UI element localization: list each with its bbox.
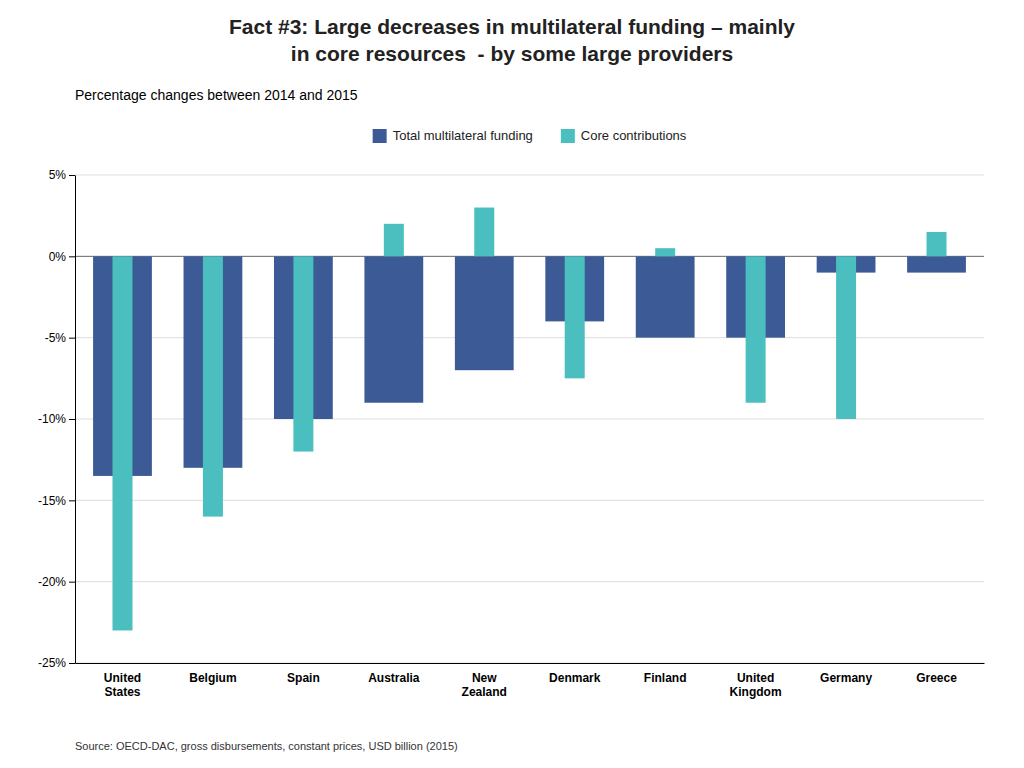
y-tick-label: 0% xyxy=(49,250,67,264)
x-tick-label: Australia xyxy=(368,671,420,685)
x-tick-label: Denmark xyxy=(549,671,601,685)
x-tick-label-line: Germany xyxy=(820,671,872,685)
x-tick: Denmark xyxy=(549,663,601,685)
series xyxy=(93,256,966,476)
y-tick-mark xyxy=(69,338,75,339)
bar xyxy=(655,248,675,256)
x-tick: UnitedStates xyxy=(104,663,141,699)
y-tick-mark xyxy=(69,663,75,664)
y-tick-mark xyxy=(69,500,75,501)
grid-line xyxy=(75,175,984,176)
legend: Total multilateral funding Core contribut… xyxy=(373,128,687,143)
bar xyxy=(384,224,404,257)
bar xyxy=(636,256,695,337)
x-tick: Belgium xyxy=(189,663,236,685)
x-tick-label: Spain xyxy=(287,671,320,685)
x-tick: Germany xyxy=(820,663,872,685)
x-tick-label-line: Spain xyxy=(287,671,320,685)
y-tick: -10% xyxy=(38,412,75,426)
x-tick: UnitedKingdom xyxy=(730,663,782,699)
y-tick: -20% xyxy=(38,575,75,589)
y-tick-label: 5% xyxy=(49,168,67,182)
y-tick-label: -20% xyxy=(38,575,66,589)
legend-swatch xyxy=(373,129,387,143)
y-tick-mark xyxy=(69,582,75,583)
bar xyxy=(203,256,223,516)
bar xyxy=(836,256,856,419)
grid xyxy=(75,175,984,663)
legend-label: Core contributions xyxy=(581,128,687,143)
x-tick-label-line: States xyxy=(104,685,140,699)
bar xyxy=(565,256,585,378)
x-tick-label-line: United xyxy=(737,671,774,685)
bar xyxy=(364,256,423,402)
x-tick-label-line: Kingdom xyxy=(730,685,782,699)
y-axis-line xyxy=(75,176,76,664)
y-tick-mark xyxy=(69,256,75,257)
x-tick-label-line: Zealand xyxy=(462,685,507,699)
grid-line xyxy=(75,663,984,664)
bars xyxy=(93,208,966,631)
plot: -25%-20%-15%-10%-5%0%5%UnitedStatesBelgi… xyxy=(38,168,985,699)
legend-item: Total multilateral funding xyxy=(373,128,533,143)
bar xyxy=(474,208,494,257)
legend-swatch xyxy=(561,129,575,143)
y-tick-label: -15% xyxy=(38,494,66,508)
title-line: Fact #3: Large decreases in multilateral… xyxy=(229,15,795,38)
chart: Fact #3: Large decreases in multilateral… xyxy=(0,0,1024,768)
y-tick-label: -25% xyxy=(38,656,66,670)
y-tick: -5% xyxy=(45,331,75,345)
bar xyxy=(293,256,313,451)
subtitle: Percentage changes between 2014 and 2015 xyxy=(75,87,358,103)
y-tick: -25% xyxy=(38,656,75,670)
title: Fact #3: Large decreases in multilateral… xyxy=(229,15,795,65)
y-axis: -25% -20% -15% -10% -5% 0% 5% xyxy=(38,168,76,670)
x-tick-label: UnitedKingdom xyxy=(730,671,782,699)
y-tick-mark xyxy=(69,419,75,420)
bar xyxy=(746,256,766,402)
x-tick: NewZealand xyxy=(462,663,507,699)
x-tick-label: Finland xyxy=(644,671,687,685)
x-axis: UnitedStatesBelgiumSpainAustraliaNewZeal… xyxy=(76,663,985,699)
x-tick-label: Belgium xyxy=(189,671,236,685)
legend-label: Total multilateral funding xyxy=(393,128,533,143)
x-tick-label-line: New xyxy=(472,671,497,685)
bar xyxy=(455,256,514,370)
x-tick-label: UnitedStates xyxy=(104,671,141,699)
y-tick-label: -5% xyxy=(45,331,67,345)
x-tick-label: NewZealand xyxy=(462,671,507,699)
x-tick-label: Greece xyxy=(916,671,957,685)
x-tick-label-line: Belgium xyxy=(189,671,236,685)
source: Source: OECD-DAC, gross disbursements, c… xyxy=(75,740,458,752)
x-tick: Spain xyxy=(287,663,320,685)
x-axis-line xyxy=(76,663,985,664)
x-tick: Finland xyxy=(644,663,687,685)
x-tick-label-line: Australia xyxy=(368,671,420,685)
y-tick-mark xyxy=(69,175,75,176)
bar xyxy=(907,256,966,272)
bar xyxy=(112,256,132,630)
title-line: in core resources - by some large provid… xyxy=(291,42,733,65)
y-tick: 5% xyxy=(49,168,75,182)
x-tick-label-line: Greece xyxy=(916,671,957,685)
grid-line xyxy=(75,581,984,582)
legend-item: Core contributions xyxy=(561,128,687,143)
x-tick-label-line: Finland xyxy=(644,671,687,685)
series xyxy=(112,208,946,631)
bar xyxy=(927,232,947,256)
x-tick-label: Germany xyxy=(820,671,872,685)
x-tick: Australia xyxy=(368,663,420,685)
x-tick: Greece xyxy=(916,663,957,685)
x-tick-label-line: United xyxy=(104,671,141,685)
y-tick-label: -10% xyxy=(38,412,66,426)
y-tick: 0% xyxy=(49,250,75,264)
x-tick-label-line: Denmark xyxy=(549,671,601,685)
y-tick: -15% xyxy=(38,494,75,508)
